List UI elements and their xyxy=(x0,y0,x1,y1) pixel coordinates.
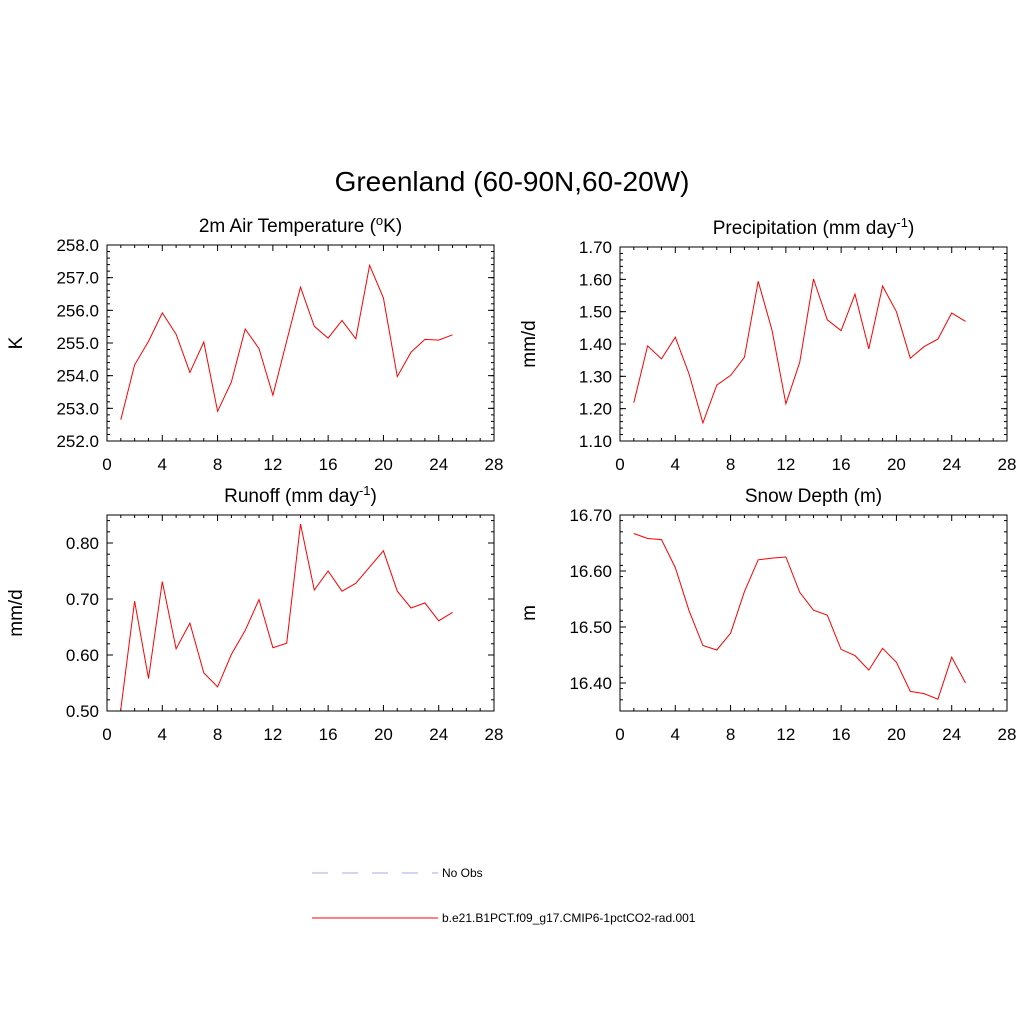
series-line xyxy=(120,523,453,710)
panel-title-superscript: -1 xyxy=(359,483,371,498)
x-tick-label: 28 xyxy=(485,455,504,474)
x-tick-label: 16 xyxy=(319,455,338,474)
y-tick-label: 1.70 xyxy=(579,238,612,257)
y-tick-label: 16.40 xyxy=(569,674,612,693)
x-tick-label: 4 xyxy=(671,455,680,474)
panel-title-text: 2m Air Temperature ( xyxy=(199,216,377,237)
x-tick-label: 4 xyxy=(671,725,680,744)
y-axis-label: mm/d xyxy=(6,589,27,637)
x-tick-label: 16 xyxy=(319,725,338,744)
plot-frame xyxy=(619,514,1008,712)
legend-label-2: b.e21.B1PCT.f09_g17.CMIP6-1pctCO2-rad.00… xyxy=(442,911,696,925)
legend-label-1: No Obs xyxy=(442,866,483,880)
x-tick-label: 4 xyxy=(158,455,167,474)
y-tick-label: 255.0 xyxy=(56,334,99,353)
panel-title-text: Precipitation (mm day xyxy=(713,218,897,239)
x-tick-label: 20 xyxy=(374,725,393,744)
panel-1: 2m Air Temperature (oK) K 0 4 8 12 16 20 24 28 252… xyxy=(6,213,503,474)
x-tick-label: 12 xyxy=(263,455,282,474)
panel-title: 2m Air Temperature (oK) xyxy=(199,213,402,237)
panel-title: Snow Depth (m) xyxy=(745,486,882,507)
series-line xyxy=(120,263,453,420)
panel-title-suffix: K) xyxy=(383,216,402,237)
y-tick-label: 258.0 xyxy=(56,236,99,255)
x-tick-label: 16 xyxy=(832,725,851,744)
x-tick-label: 8 xyxy=(726,455,735,474)
panel-2: Precipitation (mm day-1) mm/d 0 4 8 12 16 20 24 2… xyxy=(519,215,1016,474)
x-tick-label: 12 xyxy=(776,725,795,744)
series-line xyxy=(633,533,966,700)
x-tick-label: 24 xyxy=(942,455,961,474)
x-tick-label: 0 xyxy=(102,725,111,744)
panel-title-text: Runoff (mm day xyxy=(224,486,359,507)
x-tick-label: 8 xyxy=(213,455,222,474)
x-tick-label: 16 xyxy=(832,455,851,474)
panel-title-superscript: -1 xyxy=(896,215,908,230)
y-tick-label: 1.40 xyxy=(579,335,612,354)
main-title: Greenland (60-90N,60-20W) xyxy=(335,166,690,197)
y-tick-label: 0.70 xyxy=(66,590,99,609)
plot-frame xyxy=(106,514,495,712)
panels: 2m Air Temperature (oK) K 0 4 8 12 16 20 24 28 252… xyxy=(6,213,1016,744)
x-tick-label: 12 xyxy=(263,725,282,744)
y-axis-label: K xyxy=(6,336,27,349)
x-tick-label: 28 xyxy=(998,455,1017,474)
y-tick-label: 16.70 xyxy=(569,506,612,525)
panel-title-suffix: ) xyxy=(371,486,377,507)
y-tick-label: 1.20 xyxy=(579,400,612,419)
x-tick-label: 20 xyxy=(374,455,393,474)
x-tick-label: 28 xyxy=(485,725,504,744)
y-tick-label: 16.60 xyxy=(569,562,612,581)
y-tick-label: 0.60 xyxy=(66,646,99,665)
y-tick-label: 1.10 xyxy=(579,432,612,451)
y-tick-label: 16.50 xyxy=(569,618,612,637)
x-tick-label: 4 xyxy=(158,725,167,744)
x-tick-label: 0 xyxy=(615,455,624,474)
panel-title: Precipitation (mm day-1) xyxy=(713,215,915,239)
x-tick-label: 0 xyxy=(102,455,111,474)
panel-4: Snow Depth (m) m 0 4 8 12 16 20 24 28 16.40 16.50 16… xyxy=(519,486,1016,744)
y-tick-label: 0.80 xyxy=(66,534,99,553)
panel-3: Runoff (mm day-1) mm/d 0 4 8 12 16 20 24 28 0.50 0.… xyxy=(6,483,503,744)
x-tick-label: 20 xyxy=(887,455,906,474)
y-axis-label: m xyxy=(519,605,540,621)
panel-title: Runoff (mm day-1) xyxy=(224,483,377,507)
x-tick-label: 12 xyxy=(776,455,795,474)
y-tick-label: 1.30 xyxy=(579,367,612,386)
legend: No Obs b.e21.B1PCT.f09_g17.CMIP6-1pctCO2-… xyxy=(312,866,696,925)
y-axis-label: mm/d xyxy=(519,320,540,368)
y-tick-label: 252.0 xyxy=(56,432,99,451)
y-tick-label: 0.50 xyxy=(66,702,99,721)
x-tick-label: 0 xyxy=(615,725,624,744)
y-tick-label: 256.0 xyxy=(56,301,99,320)
x-tick-label: 8 xyxy=(726,725,735,744)
panel-title-superscript: o xyxy=(376,213,383,228)
x-tick-label: 24 xyxy=(429,455,448,474)
x-tick-label: 28 xyxy=(998,725,1017,744)
panel-title-text: Snow Depth (m) xyxy=(745,486,882,507)
y-tick-label: 253.0 xyxy=(56,399,99,418)
x-tick-label: 24 xyxy=(429,725,448,744)
x-tick-label: 20 xyxy=(887,725,906,744)
y-tick-label: 1.60 xyxy=(579,270,612,289)
y-tick-label: 254.0 xyxy=(56,367,99,386)
x-tick-label: 24 xyxy=(942,725,961,744)
panel-title-suffix: ) xyxy=(908,218,914,239)
plot-frame xyxy=(106,244,495,442)
y-tick-label: 257.0 xyxy=(56,269,99,288)
series-line xyxy=(633,278,966,425)
y-tick-label: 1.50 xyxy=(579,303,612,322)
x-tick-label: 8 xyxy=(213,725,222,744)
